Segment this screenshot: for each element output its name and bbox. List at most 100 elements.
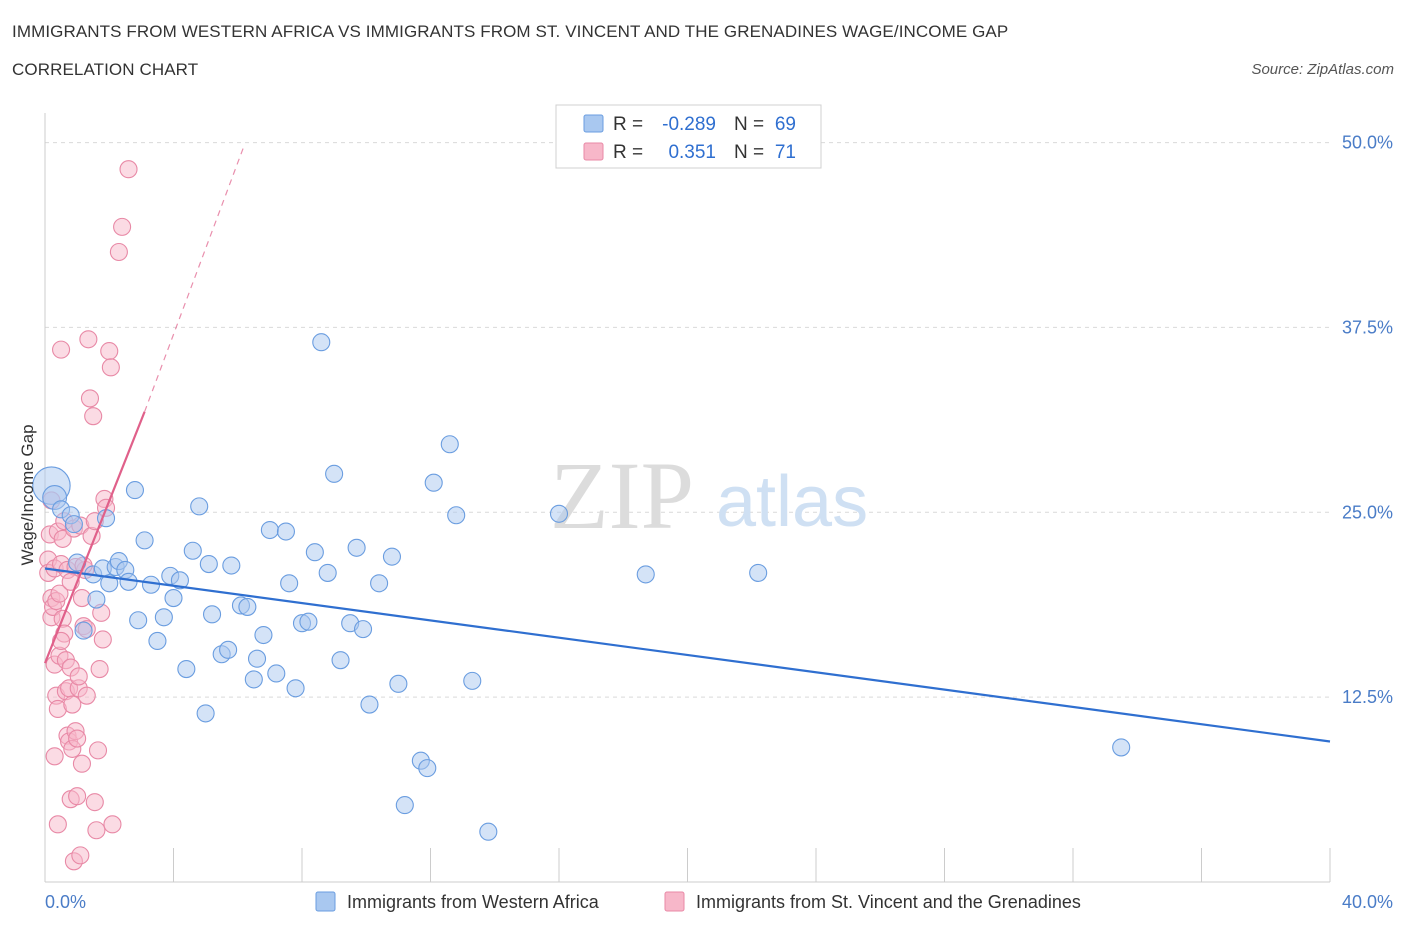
x-ticks <box>173 848 1331 882</box>
y-tick-label-0: 12.5% <box>1342 687 1393 707</box>
western-africa-point-37 <box>247 649 267 668</box>
western-africa-point-19 <box>141 575 161 594</box>
western-africa-point-16 <box>125 481 144 500</box>
st-vincent-point-37 <box>69 667 88 686</box>
stats-n-value-1: 69 <box>775 114 796 135</box>
western-africa-point-27 <box>190 497 209 516</box>
western-africa-point-46 <box>305 543 324 562</box>
st-vincent-point-44 <box>77 686 96 705</box>
stats-n-label-1: N = <box>734 114 764 135</box>
western-africa-point-48 <box>318 563 337 582</box>
western-africa-point-43 <box>286 679 305 698</box>
series-western-africa-points <box>32 333 1131 841</box>
st-vincent-point-29 <box>63 695 82 714</box>
stats-r-value-1: -0.289 <box>662 114 716 135</box>
st-vincent-point-46 <box>79 330 98 349</box>
western-africa-point-35 <box>238 597 257 616</box>
x-tick-min: 0.0% <box>45 892 86 912</box>
st-vincent-point-62 <box>109 242 128 262</box>
western-africa-point-41 <box>276 522 295 541</box>
western-africa-point-52 <box>347 538 366 557</box>
trend-lines <box>43 145 1331 743</box>
western-africa-point-66 <box>549 504 569 523</box>
western-africa-point-17 <box>129 611 148 630</box>
western-africa-point-45 <box>299 612 318 631</box>
western-africa-point-53 <box>353 620 373 639</box>
st-vincent-point-70 <box>48 815 67 834</box>
stats-n-value-2: 71 <box>775 142 796 163</box>
western-africa-point-64 <box>463 671 482 690</box>
stats-r-label-1: R = <box>613 114 643 135</box>
western-africa-point-50 <box>331 651 350 670</box>
st-vincent-point-49 <box>84 407 103 426</box>
western-africa-point-47 <box>312 333 331 352</box>
st-vincent-point-56 <box>93 630 112 649</box>
st-vincent-point-14 <box>52 340 71 359</box>
western-africa-point-68 <box>749 563 768 582</box>
western-africa-point-40 <box>267 664 286 683</box>
y-tick-label-3: 50.0% <box>1342 133 1393 153</box>
stats-legend: R = -0.289 N = 69 R = 0.351 N = 71 <box>555 104 822 169</box>
watermark-atlas: atlas <box>716 462 868 542</box>
western-africa-point-65 <box>479 822 498 841</box>
western-africa-point-60 <box>418 759 437 778</box>
western-africa-point-6 <box>74 621 93 640</box>
grid-lines <box>45 142 1330 698</box>
western-africa-point-33 <box>222 556 241 575</box>
western-africa-point-61 <box>424 473 443 492</box>
stats-n-label-2: N = <box>734 142 764 163</box>
st-vincent-point-39 <box>71 846 90 865</box>
watermark-zip: ZIP <box>550 442 694 549</box>
western-africa-point-18 <box>135 531 154 550</box>
western-africa-point-69 <box>1112 738 1131 757</box>
western-africa-point-25 <box>177 659 196 679</box>
st-vincent-point-59 <box>100 342 119 361</box>
western-africa-point-11 <box>100 574 119 593</box>
st-vincent-point-64 <box>119 160 138 179</box>
western-africa-point-42 <box>280 574 299 593</box>
western-africa-point-67 <box>636 565 655 584</box>
western-africa-point-56 <box>382 547 402 566</box>
western-africa-point-29 <box>199 554 218 574</box>
st-vincent-point-54 <box>90 659 109 679</box>
western-africa-point-38 <box>254 625 273 645</box>
western-africa-point-30 <box>203 605 222 624</box>
western-africa-point-62 <box>440 435 459 454</box>
st-vincent-point-51 <box>85 793 104 812</box>
legend-label-western-africa: Immigrants from Western Africa <box>347 892 600 912</box>
stats-swatch-pink <box>583 142 604 161</box>
trend-line-western-africa <box>44 567 1331 743</box>
y-tick-label-1: 25.0% <box>1342 502 1393 522</box>
st-vincent-point-52 <box>87 821 106 840</box>
western-africa-point-24 <box>170 571 189 590</box>
western-africa-point-32 <box>219 640 238 659</box>
stats-swatch-blue <box>583 114 604 133</box>
st-vincent-point-61 <box>103 815 122 834</box>
western-africa-point-39 <box>260 520 279 540</box>
legend-swatch-st-vincent <box>664 891 685 912</box>
western-africa-point-58 <box>395 796 414 815</box>
chart-title-line2: CORRELATION CHART <box>12 60 199 79</box>
st-vincent-point-34 <box>68 729 87 748</box>
western-africa-point-8 <box>87 590 106 609</box>
chart-title-line1: IMMIGRANTS FROM WESTERN AFRICA VS IMMIGR… <box>12 22 1009 41</box>
western-africa-point-36 <box>244 670 263 689</box>
legend-label-st-vincent: Immigrants from St. Vincent and the Gren… <box>696 892 1081 912</box>
y-tick-label-2: 37.5% <box>1342 317 1393 337</box>
st-vincent-point-47 <box>80 389 100 408</box>
western-africa-point-26 <box>183 541 202 560</box>
western-africa-point-54 <box>360 695 379 714</box>
watermark: ZIP atlas <box>550 442 868 549</box>
st-vincent-point-13 <box>50 584 69 603</box>
western-africa-point-4 <box>64 515 83 534</box>
y-tick-labels: 12.5% 25.0% 37.5% 50.0% <box>1342 133 1393 708</box>
st-vincent-point-35 <box>68 787 87 806</box>
western-africa-point-63 <box>447 506 466 525</box>
st-vincent-point-40 <box>72 754 91 773</box>
western-africa-point-23 <box>164 589 183 608</box>
legend-swatch-western-africa <box>315 891 336 912</box>
western-africa-point-15 <box>119 572 138 591</box>
stats-r-label-2: R = <box>613 142 643 163</box>
stats-r-value-2: 0.351 <box>668 142 716 163</box>
